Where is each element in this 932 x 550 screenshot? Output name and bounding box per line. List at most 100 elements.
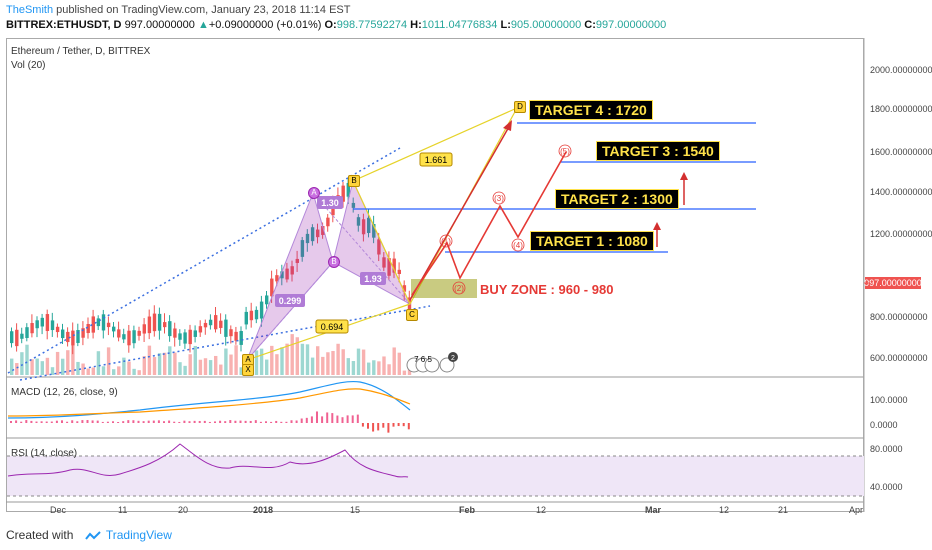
wave-label-2: (2) bbox=[454, 284, 464, 293]
volume-bar bbox=[20, 352, 24, 375]
volume-bar bbox=[50, 367, 55, 375]
fib-badge-193 bbox=[360, 272, 386, 285]
fib-badge-130 bbox=[317, 196, 343, 209]
macd-hist-bar bbox=[173, 421, 176, 423]
candle-body bbox=[356, 217, 361, 226]
volume-bar bbox=[106, 347, 111, 375]
event-count-badge bbox=[448, 352, 458, 362]
candle-body bbox=[55, 326, 60, 333]
macd-hist-bar bbox=[367, 423, 369, 429]
candle-body bbox=[367, 217, 371, 233]
macd-hist-bar bbox=[234, 420, 237, 423]
candle-body bbox=[76, 330, 80, 343]
candle-body bbox=[173, 328, 177, 338]
candle-body bbox=[30, 323, 34, 334]
volume-bar bbox=[275, 354, 279, 375]
wave-path bbox=[411, 151, 567, 296]
macd-hist-bar bbox=[407, 423, 410, 430]
x-tick: Mar bbox=[645, 505, 662, 515]
candle-body bbox=[188, 329, 192, 345]
volume-bar bbox=[10, 358, 14, 375]
y-tick: 1200.00000000 bbox=[870, 229, 932, 239]
macd-hist-bar bbox=[40, 421, 43, 423]
candle-body bbox=[178, 333, 182, 340]
candle-body bbox=[270, 278, 274, 297]
target-2-label: TARGET 2 : 1300 bbox=[555, 189, 679, 209]
volume-bar bbox=[224, 348, 228, 375]
volume-bar bbox=[300, 343, 305, 375]
macd-hist-bar bbox=[265, 421, 267, 423]
macd-hist-bar bbox=[127, 420, 130, 423]
macd-hist-bar bbox=[122, 421, 125, 423]
macd-hist-bar bbox=[152, 420, 155, 423]
author-link[interactable]: TheSmith bbox=[6, 4, 54, 16]
candle-body bbox=[122, 334, 126, 340]
macd-line bbox=[7, 380, 411, 419]
candle-body bbox=[275, 275, 279, 282]
macd-hist-bar bbox=[300, 418, 303, 423]
macd-hist-bar bbox=[15, 420, 18, 423]
macd-hist-bar bbox=[66, 421, 69, 423]
macd-hist-bar bbox=[377, 423, 380, 431]
macd-hist-bar bbox=[50, 421, 53, 423]
candle-body bbox=[157, 313, 162, 331]
arrow-head bbox=[503, 120, 512, 131]
volume-bar bbox=[331, 350, 335, 375]
close-value: 997.00000000 bbox=[595, 19, 667, 31]
volume-bar bbox=[30, 359, 34, 375]
point-a: A bbox=[308, 187, 320, 199]
macd-hist-bar bbox=[112, 421, 114, 423]
candle-body bbox=[127, 330, 131, 346]
macd-hist-bar bbox=[326, 412, 329, 423]
wave-marker bbox=[511, 238, 525, 252]
volume-bar bbox=[203, 358, 208, 375]
fib-badge-1661 bbox=[419, 152, 453, 167]
candle-body bbox=[142, 324, 146, 334]
candle-body bbox=[208, 319, 213, 326]
wave-label-5: (5) bbox=[560, 147, 570, 156]
volume-bar bbox=[112, 369, 116, 375]
buy-zone-label: BUY ZONE : 960 - 980 bbox=[477, 282, 617, 297]
macd-hist-bar bbox=[356, 414, 359, 423]
macd-hist-bar bbox=[224, 421, 227, 423]
rsi-band bbox=[7, 456, 864, 496]
volume-bar bbox=[259, 348, 264, 375]
wave-marker bbox=[492, 191, 506, 205]
chart-title: Ethereum / Tether, D, BITTREX bbox=[11, 46, 151, 57]
volume-bar bbox=[147, 345, 152, 375]
macd-hist-bar bbox=[290, 420, 293, 423]
macd-hist-bar bbox=[310, 416, 313, 423]
candle-body bbox=[168, 321, 172, 337]
candle-body bbox=[321, 226, 325, 235]
current-price-badge bbox=[865, 277, 921, 289]
candle-body bbox=[397, 269, 401, 275]
macd-hist-bar bbox=[142, 421, 145, 423]
volume-bar bbox=[295, 337, 299, 375]
candle-body bbox=[326, 217, 330, 227]
low-value: 905.00000000 bbox=[510, 19, 582, 31]
volume-bar bbox=[152, 357, 157, 375]
volume-bar bbox=[35, 358, 39, 375]
macd-label: MACD (12, 26, close, 9) bbox=[11, 387, 118, 398]
candle-body bbox=[101, 314, 106, 331]
wave-marker bbox=[452, 281, 466, 295]
macd-hist-bar bbox=[106, 421, 109, 423]
y-tick: 2000.00000000 bbox=[870, 65, 932, 75]
macd-hist-bar bbox=[321, 416, 324, 423]
target-4-label: TARGET 4 : 1720 bbox=[529, 100, 653, 120]
volume-bar bbox=[392, 347, 396, 375]
candle-body bbox=[244, 311, 248, 325]
x-tick: 11 bbox=[118, 505, 128, 515]
volume-bar bbox=[183, 365, 187, 375]
candle-body bbox=[239, 331, 243, 345]
macd-hist-bar bbox=[147, 420, 150, 423]
rsi-label: RSI (14, close) bbox=[11, 448, 78, 459]
candle-body bbox=[285, 268, 289, 280]
macd-hist-bar bbox=[316, 411, 318, 423]
macd-hist-bar bbox=[81, 420, 84, 423]
tradingview-link[interactable]: TradingView bbox=[105, 528, 172, 542]
volume-bar bbox=[402, 370, 407, 375]
low-label: L: bbox=[500, 19, 511, 31]
volume-bar bbox=[142, 356, 146, 375]
